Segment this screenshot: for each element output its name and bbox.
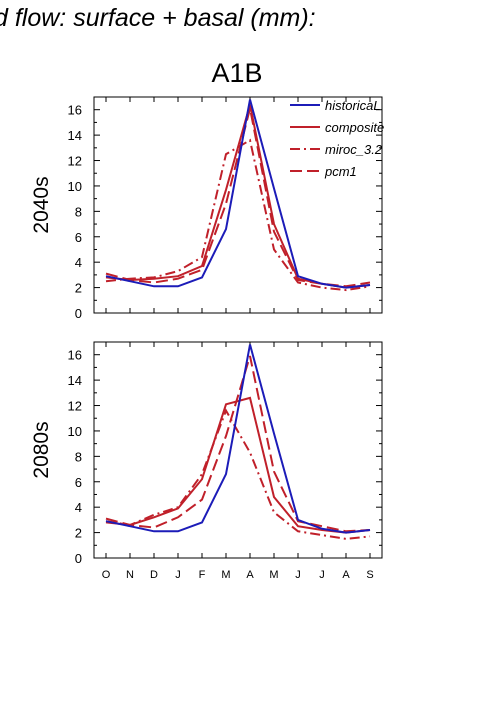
chart-panel-2040s: 0 2 4 6 8 10 12 14 16 2040s historicaL composite mir… <box>30 96 384 321</box>
x-tick-label: O <box>102 569 111 581</box>
legend-label: pcm1 <box>324 164 357 179</box>
x-tick-label: N <box>126 569 134 581</box>
series-line-miroc_3.2 <box>105 408 371 540</box>
y-tick-label: 16 <box>68 103 82 118</box>
x-tick-label: J <box>175 569 181 581</box>
y-tick-label: 12 <box>68 154 82 169</box>
series-line-miroc_3.2 <box>105 138 371 292</box>
y-tick-label: 10 <box>68 424 82 439</box>
y-tick-label: 14 <box>68 373 82 388</box>
row-label: 2080s <box>30 421 53 478</box>
scenario-label: A1B <box>211 58 263 88</box>
y-tick-label: 8 <box>75 204 82 219</box>
x-tick-label: A <box>342 569 350 581</box>
y-tick-label: 0 <box>75 306 82 321</box>
x-tick-label: J <box>319 569 325 581</box>
legend: historicaL composite miroc_3.2 pcm1 <box>290 98 384 179</box>
y-tick-label: 10 <box>68 179 82 194</box>
figure-title: d flow: surface + basal (mm): <box>0 4 316 32</box>
x-tick-label: F <box>199 569 206 581</box>
x-tick-label: J <box>295 569 301 581</box>
row-label: 2040s <box>30 176 53 233</box>
series-line-historicaL <box>105 99 371 289</box>
y-tick-label: 6 <box>75 230 82 245</box>
legend-label: historicaL <box>325 98 381 113</box>
legend-label: miroc_3.2 <box>325 142 383 157</box>
y-tick-label: 4 <box>75 255 82 270</box>
y-tick-label: 16 <box>68 348 82 363</box>
legend-label: composite <box>325 120 384 135</box>
chart-panel-2080s: 0 2 4 6 8 10 12 14 16 O N D J F M A M J J A S 2080s <box>30 341 383 581</box>
series-line-pcm1 <box>105 355 371 533</box>
y-tick-label: 2 <box>75 281 82 296</box>
plot-frame <box>93 341 383 559</box>
y-tick-label: 14 <box>68 128 82 143</box>
x-tick-label: M <box>221 569 230 581</box>
y-tick-label: 0 <box>75 551 82 566</box>
x-tick-label: S <box>366 569 373 581</box>
y-tick-label: 8 <box>75 449 82 464</box>
series-line-pcm1 <box>105 108 371 288</box>
x-tick-label: D <box>150 569 158 581</box>
x-tick-label: M <box>269 569 278 581</box>
y-tick-label: 6 <box>75 475 82 490</box>
y-tick-label: 4 <box>75 500 82 515</box>
plot-frame <box>93 96 383 314</box>
series-line-historicaL <box>105 344 371 534</box>
y-tick-label: 2 <box>75 526 82 541</box>
series-line-composite <box>105 396 371 534</box>
y-tick-label: 12 <box>68 399 82 414</box>
x-tick-label: A <box>246 569 254 581</box>
